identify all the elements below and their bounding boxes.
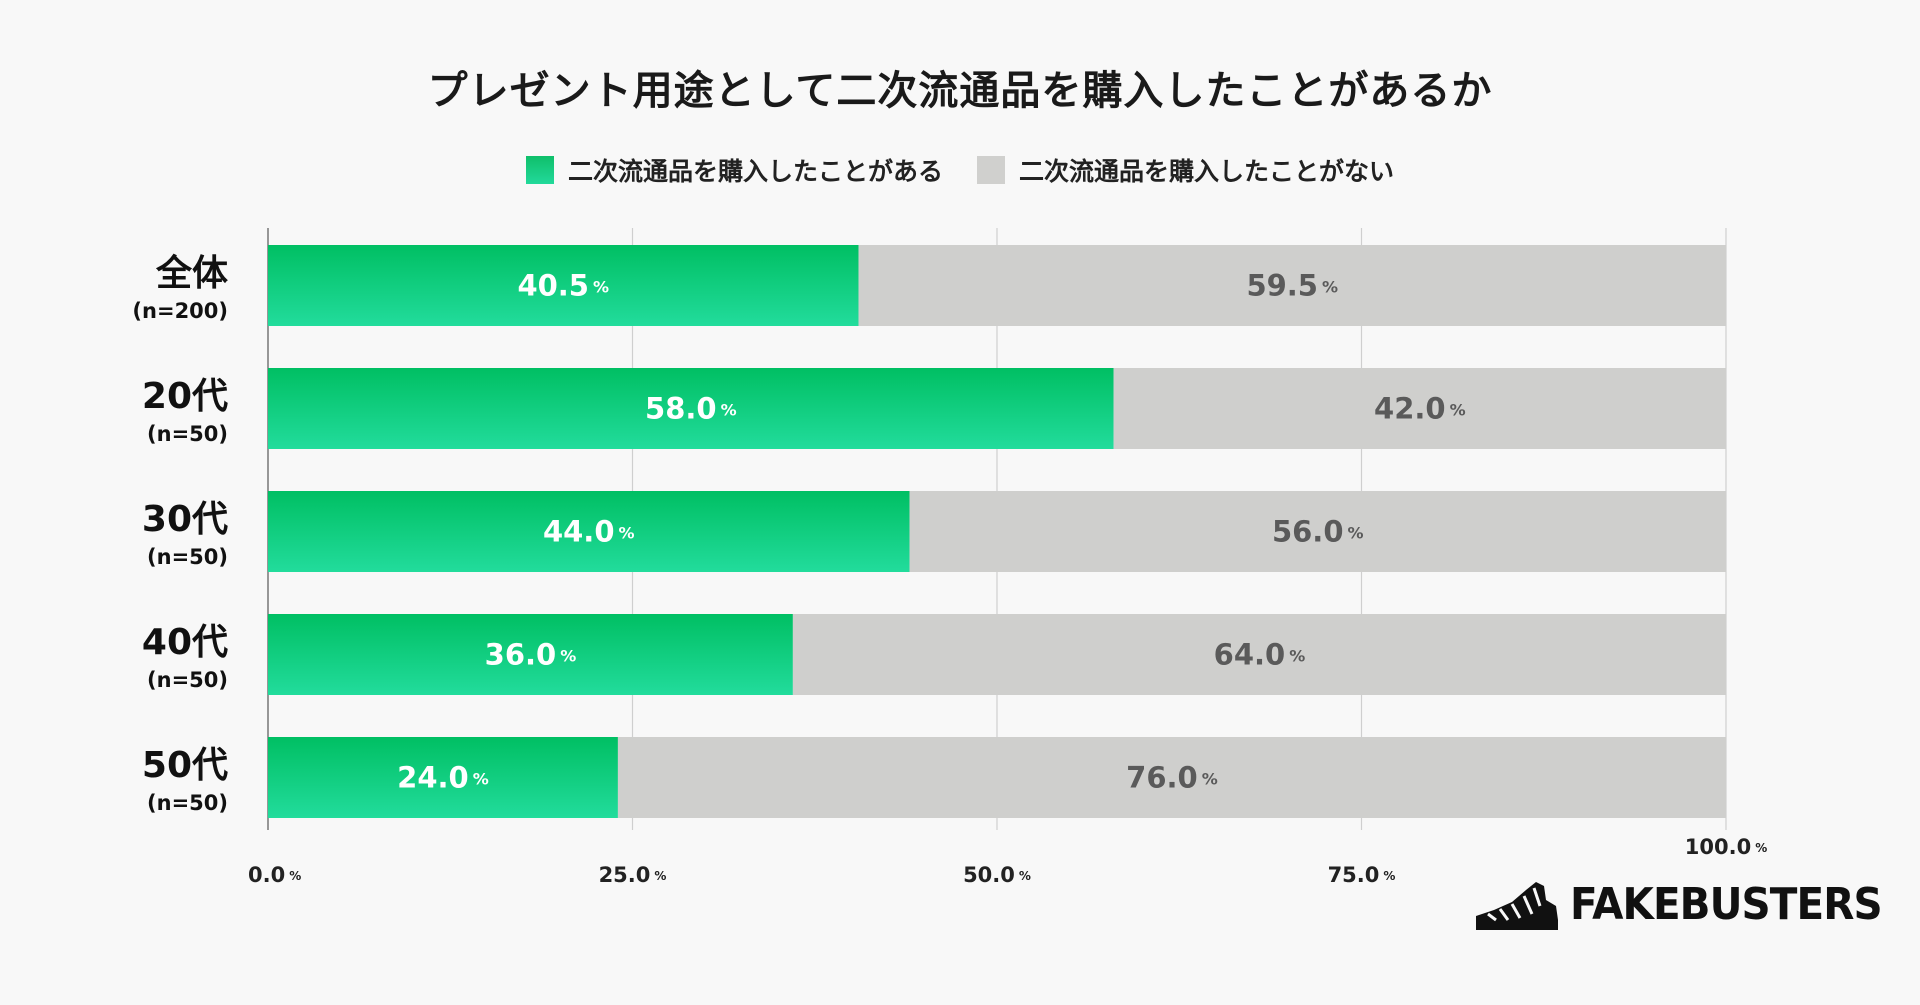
category-sublabel: (n=200) [132, 299, 228, 323]
category-sublabel: (n=50) [147, 668, 228, 692]
bar-label-purchased: 58.0% [645, 392, 737, 426]
x-tick-label: 75.0% [1328, 863, 1396, 887]
bar-not-purchased [909, 491, 1726, 572]
sneaker-icon [1476, 882, 1558, 930]
legend-label-not-purchased: 二次流通品を購入したことがない [1019, 157, 1395, 186]
x-tick-label: 0.0% [248, 863, 301, 887]
category-label: 全体 [155, 252, 228, 294]
bar-not-purchased [792, 614, 1726, 695]
bar-purchased [268, 491, 910, 572]
category-label: 40代 [142, 622, 228, 663]
legend-label-purchased: 二次流通品を購入したことがある [567, 157, 943, 186]
legend-item-not-purchased: 二次流通品を購入したことがない [977, 152, 1394, 188]
legend-swatch-gray [977, 156, 1005, 184]
bar-purchased [268, 737, 618, 818]
x-tick-label: 100.0% [1685, 835, 1767, 859]
category-sublabel: (n=50) [147, 422, 228, 446]
category-label: 30代 [142, 499, 228, 540]
category-label: 50代 [142, 745, 228, 786]
bar-not-purchased [1113, 368, 1726, 449]
brand-name: FAKEBUSTERS [1570, 878, 1883, 930]
category-label: 20代 [142, 376, 228, 417]
brand-logo: FAKEBUSTERS [1474, 876, 1909, 932]
legend: 二次流通品を購入したことがある 二次流通品を購入したことがない [0, 152, 1920, 188]
bar-purchased [268, 368, 1114, 449]
bar-not-purchased [858, 245, 1726, 326]
legend-swatch-green [525, 156, 554, 184]
chart-title: プレゼント用途として二次流通品を購入したことがあるか [427, 68, 1493, 114]
bar-purchased [268, 614, 793, 695]
category-sublabel: (n=50) [147, 791, 228, 815]
bar-not-purchased [617, 737, 1727, 818]
category-sublabel: (n=50) [147, 545, 228, 569]
x-tick-label: 50.0% [963, 863, 1031, 887]
legend-item-purchased: 二次流通品を購入したことがある [525, 152, 943, 188]
x-tick-label: 25.0% [599, 863, 667, 887]
bar-purchased [268, 245, 859, 326]
